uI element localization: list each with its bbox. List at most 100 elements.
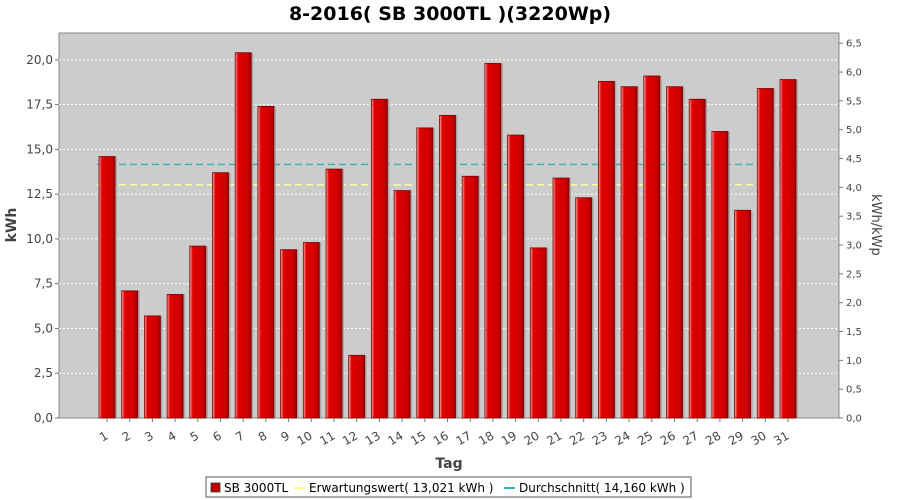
x-tick-label: 30 — [749, 428, 769, 448]
x-tick-label: 25 — [635, 428, 655, 448]
bar — [439, 114, 456, 419]
x-tick-label: 18 — [476, 428, 496, 448]
y-tick-label: 5,0 — [34, 321, 53, 335]
x-tick-label: 3 — [142, 428, 156, 444]
y-axis-title: kWh — [4, 208, 20, 243]
bar — [234, 52, 252, 419]
x-tick-label: 6 — [210, 428, 224, 444]
x-tick-label: 24 — [612, 428, 632, 448]
y2-tick-label: 2,5 — [846, 269, 862, 280]
bars — [98, 52, 798, 419]
y2-tick-label: 5,5 — [846, 96, 862, 107]
y2-axis-title: kWh/kWp — [868, 194, 883, 256]
bar — [370, 98, 388, 419]
y2-tick-label: 1,5 — [846, 327, 862, 338]
y2-tick-label: 0,5 — [846, 385, 862, 396]
y-tick-label: 20,0 — [26, 53, 53, 67]
y-tick-label: 2,5 — [34, 366, 53, 380]
legend-label-expectation: Erwartungswert( 13,021 kWh ) — [309, 481, 493, 495]
bar — [575, 197, 593, 419]
legend-box — [205, 476, 692, 498]
bar — [598, 80, 615, 419]
x-tick-label: 10 — [295, 428, 315, 448]
bar — [620, 86, 638, 419]
bar — [302, 242, 320, 419]
chart-title: 8-2016( SB 3000TL )(3220Wp) — [289, 3, 611, 25]
x-tick-label: 21 — [544, 428, 564, 448]
x-tick-label: 1 — [97, 428, 111, 444]
x-tick-label: 12 — [340, 428, 360, 448]
x-axis: 1 2 3 4 5 6 7 8 9 10 11 12 13 14 15 16 17 18 19 20 21 22 23 24 2… — [97, 418, 792, 448]
x-axis-title: Tag — [435, 456, 462, 472]
y2-tick-label: 4,5 — [846, 154, 862, 165]
y-axis-right: 0,0 0,5 1,0 1,5 2,0 2,5 3,0 3,5 4,0 4,5 5,0 5,5 6,0 6… — [839, 39, 862, 425]
x-tick-label: 14 — [385, 428, 405, 448]
bar — [98, 156, 116, 419]
x-tick-label: 2 — [120, 428, 134, 444]
y-tick-label: 7,5 — [34, 277, 53, 291]
x-tick-label: 27 — [680, 428, 700, 448]
bar — [212, 172, 229, 419]
bar — [507, 134, 525, 419]
x-tick-label: 7 — [233, 428, 247, 444]
x-tick-label: 16 — [431, 428, 451, 448]
legend: SB 3000TL Erwartungswert( 13,021 kWh ) D… — [205, 476, 692, 498]
bar — [529, 247, 547, 419]
bar — [416, 127, 434, 419]
x-tick-label: 29 — [726, 428, 746, 448]
legend-label-bar: SB 3000TL — [224, 481, 289, 495]
bar — [189, 245, 207, 419]
bar — [756, 88, 774, 419]
bar — [711, 131, 729, 419]
y2-tick-label: 6,0 — [846, 68, 862, 79]
y2-tick-label: 5,0 — [846, 125, 862, 136]
legend-label-average: Durchschnitt( 14,160 kWh ) — [519, 481, 685, 495]
bar — [257, 106, 275, 419]
legend-swatch-bar — [210, 482, 221, 493]
x-tick-label: 11 — [317, 428, 337, 448]
bar — [552, 177, 570, 419]
y2-tick-label: 3,0 — [846, 241, 862, 252]
bar — [643, 75, 661, 419]
x-tick-label: 31 — [771, 428, 791, 448]
bar — [280, 249, 298, 419]
bar — [348, 354, 366, 419]
bar — [121, 290, 139, 419]
x-tick-label: 19 — [499, 428, 519, 448]
x-tick-label: 20 — [522, 428, 542, 448]
bar — [461, 175, 479, 419]
y2-tick-label: 0,0 — [846, 414, 862, 425]
y2-tick-label: 1,0 — [846, 356, 862, 367]
x-tick-label: 9 — [278, 428, 292, 444]
bar — [666, 86, 683, 419]
x-tick-label: 23 — [590, 428, 610, 448]
x-tick-label: 28 — [703, 428, 723, 448]
bar — [779, 79, 797, 419]
x-tick-label: 17 — [453, 428, 473, 448]
y-axis-left: 0,0 2,5 5,0 7,5 10,0 12,5 15,0 17,5 20,0 — [26, 53, 59, 425]
bar — [484, 63, 502, 419]
x-tick-label: 8 — [256, 428, 270, 444]
y2-tick-label: 6,5 — [846, 39, 862, 50]
y-tick-label: 17,5 — [26, 98, 53, 112]
bar — [734, 209, 751, 419]
y-tick-label: 12,5 — [26, 187, 53, 201]
x-tick-label: 13 — [363, 428, 383, 448]
y2-tick-label: 4,0 — [846, 183, 862, 194]
bar — [166, 294, 184, 419]
y-tick-label: 0,0 — [34, 411, 53, 425]
y-tick-label: 15,0 — [26, 142, 53, 156]
x-tick-label: 22 — [567, 428, 587, 448]
x-tick-label: 5 — [188, 428, 202, 444]
bar — [325, 168, 343, 419]
x-tick-label: 4 — [165, 428, 179, 444]
x-tick-label: 26 — [658, 428, 678, 448]
bar — [143, 315, 161, 419]
y2-tick-label: 3,5 — [846, 212, 862, 223]
x-tick-label: 15 — [408, 428, 428, 448]
y-tick-label: 10,0 — [26, 232, 53, 246]
y2-tick-label: 2,0 — [846, 298, 862, 309]
bar — [393, 190, 411, 419]
